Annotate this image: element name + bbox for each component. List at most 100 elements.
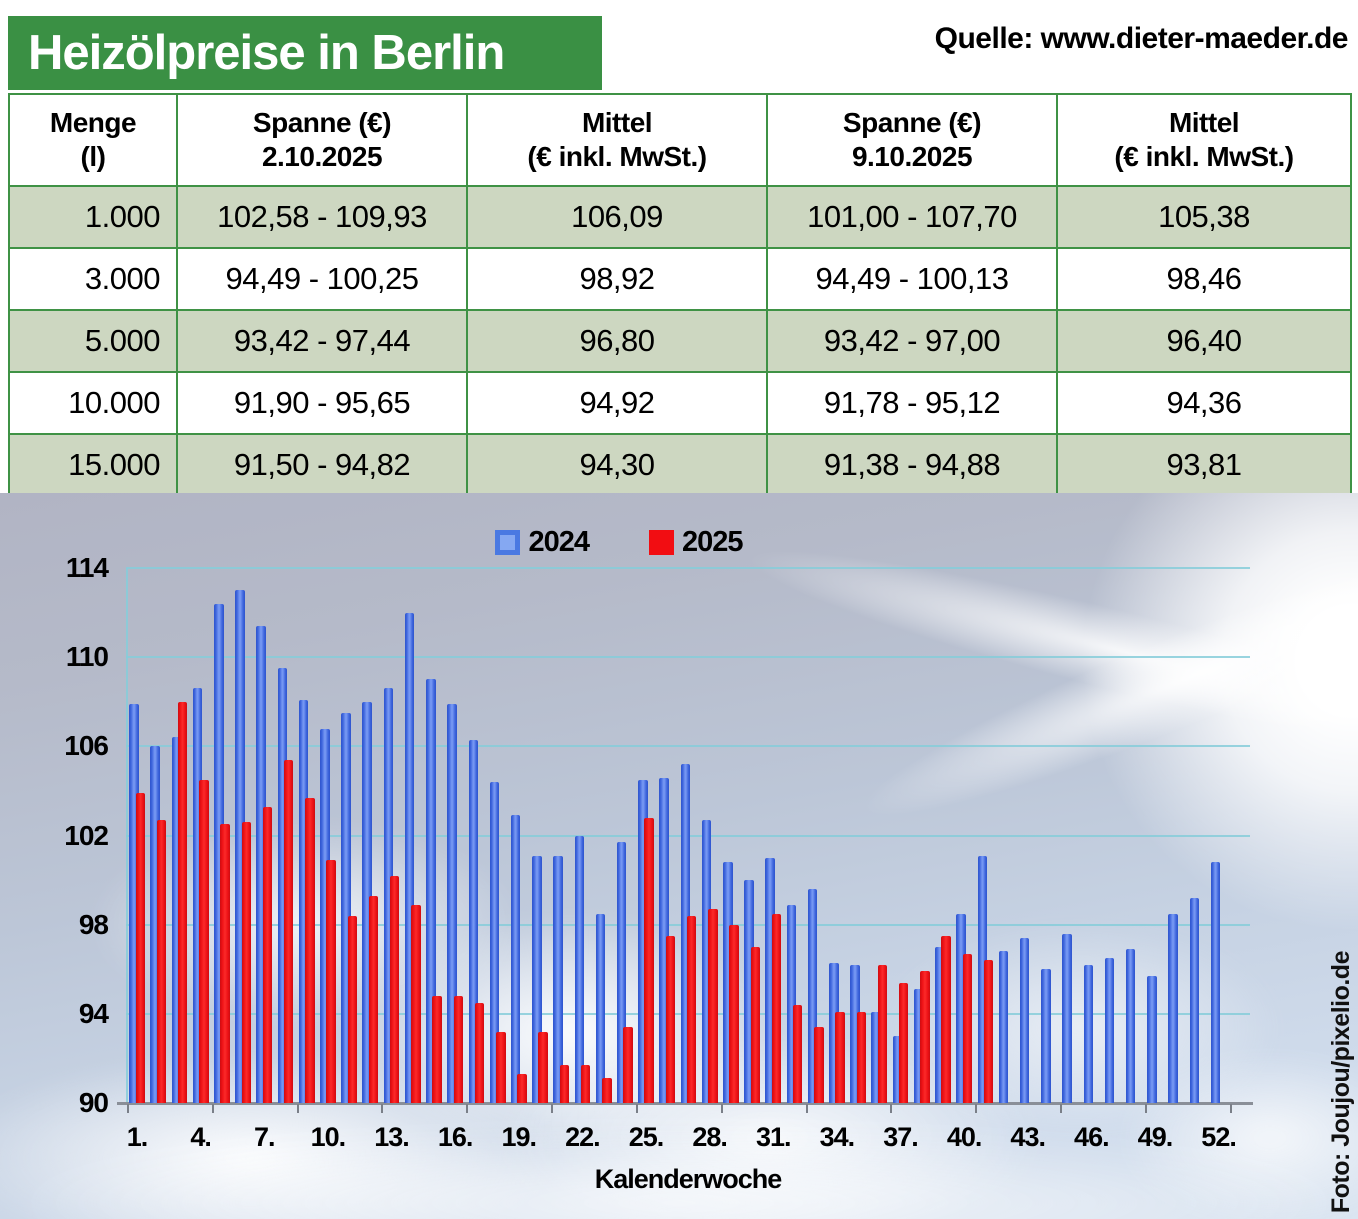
bar-2025-week-3[interactable]: [177, 701, 188, 1103]
bar-2025-week-26[interactable]: [665, 935, 676, 1103]
bar-2025-week-11[interactable]: [347, 915, 358, 1103]
bar-2024-week-34[interactable]: [829, 962, 839, 1103]
bar-2024-week-27[interactable]: [680, 764, 691, 1103]
bar-2024-week-7[interactable]: [256, 625, 266, 1103]
bar-2025-week-14[interactable]: [411, 904, 421, 1103]
bar-2024-week-8[interactable]: [277, 668, 288, 1103]
bar-2025-week-23[interactable]: [602, 1078, 612, 1103]
bar-2024-week-51[interactable]: [1189, 897, 1200, 1103]
bar-2024-week-24[interactable]: [616, 842, 627, 1103]
bar-2025-week-33[interactable]: [814, 1027, 824, 1103]
bar-2024-week-33[interactable]: [807, 889, 818, 1103]
bar-2024-week-25[interactable]: [638, 779, 648, 1103]
bar-2025-week-19[interactable]: [517, 1074, 527, 1103]
bar-2025-week-27[interactable]: [686, 915, 697, 1103]
bar-2024-week-40[interactable]: [956, 913, 966, 1103]
bar-2025-week-20[interactable]: [538, 1031, 548, 1103]
bar-2025-week-38[interactable]: [920, 971, 930, 1103]
bar-2024-week-42[interactable]: [998, 951, 1009, 1103]
bar-2025-week-1[interactable]: [135, 793, 145, 1103]
bar-2024-week-39[interactable]: [935, 946, 945, 1103]
bar-2024-week-23[interactable]: [595, 913, 606, 1103]
bar-2024-week-21[interactable]: [553, 855, 563, 1103]
bar-2025-week-13[interactable]: [389, 875, 400, 1103]
bar-2025-week-22[interactable]: [580, 1065, 591, 1103]
bar-2024-week-37[interactable]: [892, 1036, 903, 1103]
bar-2024-week-41[interactable]: [977, 855, 987, 1103]
bar-2025-week-18[interactable]: [496, 1031, 506, 1103]
bar-2025-week-6[interactable]: [241, 822, 252, 1103]
bar-2024-week-22[interactable]: [574, 835, 585, 1103]
bar-2024-week-32[interactable]: [786, 904, 797, 1103]
bar-2024-week-31[interactable]: [765, 857, 775, 1103]
price-cell: 91,78 - 95,12: [766, 371, 1058, 435]
bar-2024-week-20[interactable]: [532, 855, 542, 1103]
bar-2024-week-13[interactable]: [383, 688, 394, 1103]
bar-2025-week-4[interactable]: [199, 779, 209, 1103]
bar-2024-week-16[interactable]: [447, 703, 457, 1103]
bar-2024-week-4[interactable]: [192, 688, 203, 1103]
bar-2024-week-45[interactable]: [1062, 933, 1072, 1103]
bar-2024-week-48[interactable]: [1125, 949, 1136, 1103]
bar-2024-week-18[interactable]: [489, 782, 500, 1103]
bar-2025-week-17[interactable]: [474, 1002, 485, 1103]
bar-2025-week-9[interactable]: [305, 797, 315, 1103]
bar-2024-week-44[interactable]: [1041, 969, 1051, 1103]
bar-2024-week-49[interactable]: [1147, 975, 1157, 1103]
bar-2024-week-52[interactable]: [1210, 862, 1221, 1103]
bar-2024-week-50[interactable]: [1168, 913, 1178, 1103]
bar-2024-week-15[interactable]: [426, 679, 436, 1103]
bar-2024-week-46[interactable]: [1083, 964, 1094, 1103]
x-axis-tick: [381, 1104, 384, 1113]
bar-2025-week-5[interactable]: [220, 824, 230, 1103]
bar-2025-week-36[interactable]: [877, 964, 888, 1103]
bar-2024-week-43[interactable]: [1019, 938, 1030, 1103]
bar-2024-week-36[interactable]: [871, 1011, 881, 1103]
bar-2024-week-26[interactable]: [659, 777, 669, 1103]
bar-2024-week-12[interactable]: [362, 701, 372, 1103]
bar-2025-week-41[interactable]: [983, 960, 994, 1103]
bar-2025-week-8[interactable]: [283, 759, 294, 1103]
bar-2024-week-38[interactable]: [913, 989, 924, 1103]
legend-item-2025[interactable]: 2025: [649, 526, 744, 559]
bar-2024-week-11[interactable]: [341, 712, 351, 1103]
bar-2025-week-32[interactable]: [792, 1004, 803, 1103]
bar-2025-week-24[interactable]: [623, 1027, 633, 1103]
bar-2024-week-3[interactable]: [171, 737, 182, 1103]
x-axis-label: 22.: [565, 1122, 601, 1152]
bar-2025-week-15[interactable]: [432, 996, 442, 1103]
bar-2025-week-7[interactable]: [262, 806, 273, 1103]
bar-2025-week-28[interactable]: [708, 909, 718, 1103]
bar-2025-week-29[interactable]: [729, 924, 739, 1103]
bar-2025-week-25[interactable]: [644, 817, 654, 1103]
bar-2024-week-14[interactable]: [404, 612, 415, 1103]
y-axis-label: 94: [78, 997, 109, 1029]
bar-2025-week-39[interactable]: [941, 935, 951, 1103]
bar-2024-week-35[interactable]: [850, 964, 860, 1103]
bar-2024-week-29[interactable]: [723, 862, 733, 1103]
bar-2025-week-2[interactable]: [156, 819, 167, 1103]
bar-2024-week-17[interactable]: [468, 739, 479, 1103]
legend-item-2024[interactable]: 2024: [495, 526, 590, 559]
bar-2024-week-9[interactable]: [298, 699, 309, 1103]
bar-2025-week-40[interactable]: [962, 953, 973, 1103]
bar-2025-week-10[interactable]: [326, 860, 336, 1103]
bar-2025-week-21[interactable]: [559, 1065, 570, 1103]
bar-2024-week-6[interactable]: [235, 590, 245, 1103]
bar-2025-week-35[interactable]: [856, 1011, 867, 1103]
bar-2025-week-31[interactable]: [771, 913, 782, 1103]
bar-2024-week-30[interactable]: [744, 880, 754, 1103]
bar-2024-week-10[interactable]: [320, 728, 330, 1103]
bar-2024-week-2[interactable]: [150, 746, 160, 1103]
bar-2024-week-47[interactable]: [1104, 958, 1115, 1103]
bar-2025-week-34[interactable]: [835, 1011, 845, 1103]
bar-2024-week-5[interactable]: [214, 603, 224, 1103]
bar-2024-week-19[interactable]: [510, 815, 521, 1103]
bar-2025-week-37[interactable]: [898, 982, 909, 1103]
bar-2025-week-12[interactable]: [368, 895, 379, 1103]
bar-2025-week-16[interactable]: [453, 996, 464, 1103]
bar-2025-week-30[interactable]: [750, 946, 761, 1103]
bar-2024-week-1[interactable]: [129, 703, 139, 1103]
bar-2024-week-28[interactable]: [701, 819, 712, 1103]
